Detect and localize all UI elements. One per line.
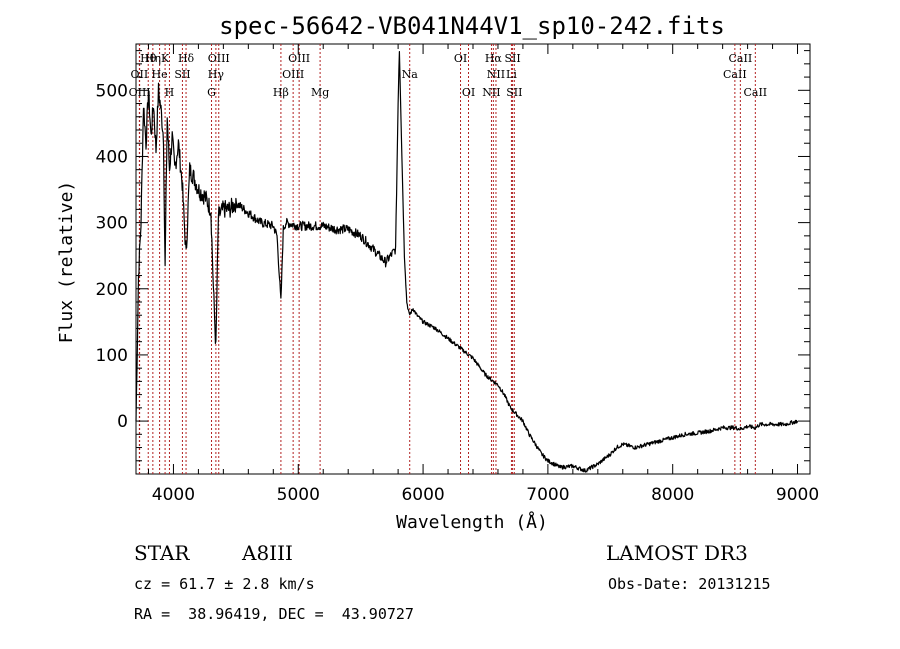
x-tick-label-2: 6000 [401, 485, 444, 505]
spectral-line-markers [138, 44, 756, 474]
line-label-22: Li [506, 68, 517, 81]
line-label-4: K [161, 52, 170, 65]
line-label-24: SII [506, 86, 522, 99]
x-axis-label: Wavelength (Å) [396, 511, 548, 533]
survey-name: LAMOST DR3 [606, 541, 748, 565]
line-label-20: SII [504, 52, 520, 65]
line-label-9: OIII [208, 52, 230, 65]
chart-title: spec-56642-VB041N44V1_sp10-242.fits [219, 12, 725, 40]
line-label-1: OII [131, 68, 149, 81]
line-label-26: CaII [723, 68, 747, 81]
coordinates: RA = 38.96419, DEC = 43.90727 [134, 605, 414, 623]
x-tick-label-3: 7000 [526, 485, 569, 505]
y-tick-label-1: 100 [96, 346, 128, 366]
obs-date: Obs-Date: 20131215 [608, 575, 771, 593]
line-label-7: H [165, 86, 175, 99]
y-tick-label-5: 500 [96, 81, 128, 101]
line-label-19: Hα [485, 52, 503, 65]
y-tick-label-3: 300 [96, 214, 128, 234]
x-tick-label-4: 8000 [651, 485, 694, 505]
object-class: STAR [134, 541, 190, 565]
line-label-27: CaII [743, 86, 767, 99]
x-axis: 4000 5000 6000 7000 8000 9000 [147, 44, 819, 505]
y-axis-label: Flux (relative) [56, 181, 77, 344]
plot-frame [135, 43, 811, 475]
line-label-0: Hθ [140, 52, 157, 65]
y-axis: 0 100 200 300 400 500 [96, 50, 810, 462]
y-tick-label-4: 400 [96, 147, 128, 167]
line-label-14: Hβ [273, 86, 289, 99]
line-label-12: OIII [288, 52, 310, 65]
line-label-18: OI [462, 86, 475, 99]
line-label-2: OIII [129, 86, 151, 99]
x-tick-label-0: 4000 [152, 485, 195, 505]
line-label-8: Hδ [178, 52, 195, 65]
line-label-10: Hγ [208, 68, 225, 81]
line-label-13: OIII [282, 68, 304, 81]
spectrum-line [135, 51, 799, 473]
x-tick-label-1: 5000 [277, 485, 320, 505]
cz-value: cz = 61.7 ± 2.8 km/s [134, 575, 315, 593]
y-tick-label-0: 0 [117, 412, 128, 432]
line-label-25: CaII [729, 52, 753, 65]
line-label-3: Hη [145, 52, 161, 65]
line-label-16: Na [402, 68, 419, 81]
line-label-23: NII [482, 86, 500, 99]
line-label-17: OI [454, 52, 467, 65]
line-label-6: SII [174, 68, 190, 81]
line-label-5: He [152, 68, 168, 81]
spectral-line-labels: Hθ OII OIII Hη K He SII H Hδ OIII Hγ G OIII OIII Hβ Mg N… [129, 52, 768, 99]
y-tick-label-2: 200 [96, 280, 128, 300]
x-tick-label-5: 9000 [776, 485, 819, 505]
object-subclass: A8III [242, 541, 293, 565]
line-label-15: Mg [311, 86, 329, 99]
line-label-11: G [207, 86, 216, 99]
line-label-21: NII [487, 68, 505, 81]
